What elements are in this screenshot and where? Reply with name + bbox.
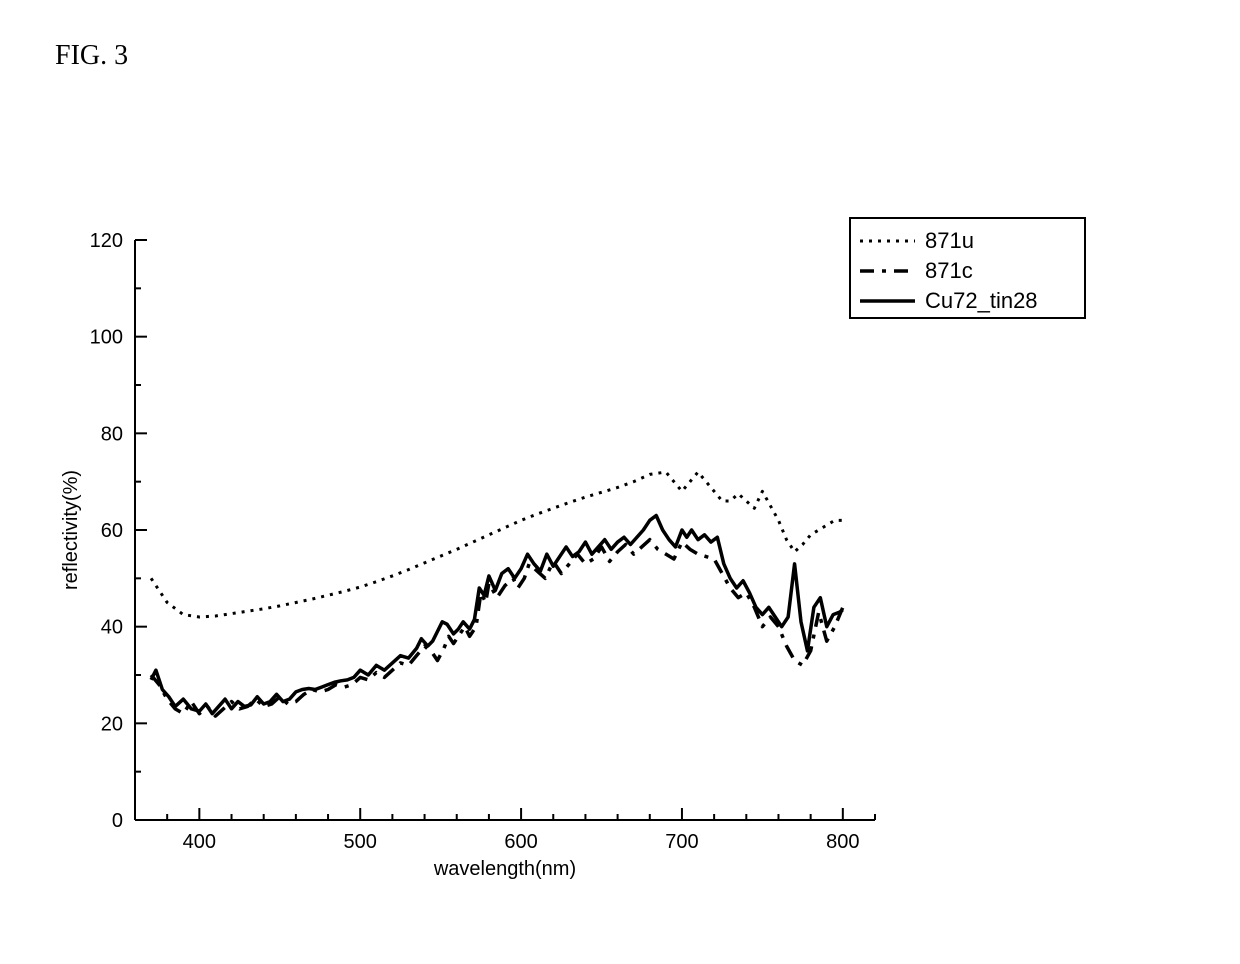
y-tick-label: 120 — [90, 230, 123, 252]
y-tick-label: 20 — [101, 713, 123, 735]
series-Cu72_tin28 — [151, 516, 843, 714]
legend-label: 871u — [925, 228, 974, 253]
x-tick-label: 700 — [665, 831, 698, 853]
y-tick-label: 60 — [101, 520, 123, 542]
y-tick-label: 40 — [101, 617, 123, 639]
series-871c — [151, 540, 843, 716]
legend-label: 871c — [925, 258, 973, 283]
x-tick-label: 400 — [183, 831, 216, 853]
y-tick-label: 80 — [101, 423, 123, 445]
reflectivity-chart: 0 20 40 60 80 100 120 400 500 600 700 800 wavelength… — [0, 0, 1240, 964]
x-tick-label: 500 — [344, 831, 377, 853]
x-tick-label: 600 — [504, 831, 537, 853]
x-tick-label: 800 — [826, 831, 859, 853]
x-axis-label: wavelength(nm) — [433, 858, 576, 880]
y-tick-label: 100 — [90, 327, 123, 349]
y-axis-label: reflectivity(%) — [60, 470, 82, 590]
y-tick-label: 0 — [112, 810, 123, 832]
legend-label: Cu72_tin28 — [925, 288, 1038, 313]
